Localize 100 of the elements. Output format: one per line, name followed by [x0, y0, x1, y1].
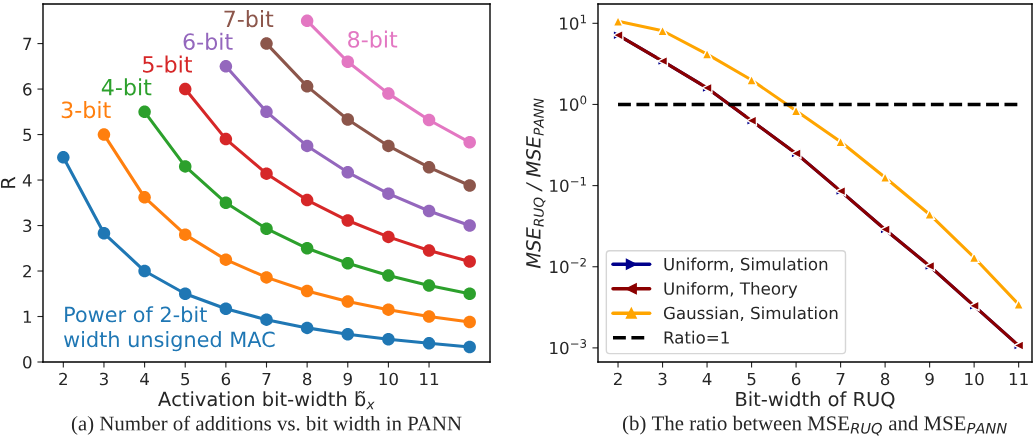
y-tick-label: 0: [23, 355, 32, 369]
x-tick-label: 11: [1009, 372, 1028, 386]
x-tick-label: 2: [59, 372, 67, 386]
point: [463, 219, 476, 232]
legend-label: Ratio=1: [664, 330, 729, 344]
point: [463, 255, 476, 268]
point: [97, 227, 111, 240]
point: [57, 151, 70, 164]
x-tick-label: 8: [302, 372, 312, 386]
point: [422, 279, 436, 292]
legend-label: Uniform, Theory: [664, 281, 798, 299]
y-tick-label: 3: [23, 219, 32, 233]
point: [300, 139, 314, 153]
point: [300, 321, 314, 335]
point: [178, 82, 192, 96]
point: [382, 333, 395, 346]
point: [463, 315, 476, 329]
series-label: 6-bit: [183, 32, 233, 51]
point: [178, 160, 192, 173]
point: [341, 328, 355, 341]
point: [341, 295, 355, 308]
point: [422, 244, 436, 257]
x-axis-title: Bit-width of RUQ: [736, 391, 895, 409]
x-tick-label: 5: [181, 372, 190, 386]
point: [138, 191, 151, 204]
series-label: 5-bit: [143, 55, 192, 73]
point: [138, 264, 151, 278]
point: [300, 284, 314, 298]
point: [219, 302, 233, 316]
point: [382, 87, 395, 100]
legend-label: Uniform, Simulation: [664, 257, 828, 273]
point: [178, 228, 192, 241]
x-tick-label: 6: [791, 372, 801, 386]
point: [341, 55, 355, 69]
x-tick-label: 7: [262, 372, 271, 386]
text: (a) Number of additions vs. bit width in PANN: [71, 415, 462, 435]
point: [300, 14, 314, 28]
point: [341, 214, 355, 227]
x-tick-label: 9: [343, 372, 352, 386]
point: [219, 132, 233, 146]
y-axis-title: R: [0, 176, 16, 188]
point: [422, 113, 436, 127]
y-tick-label: 5: [23, 128, 32, 142]
series-label: 4-bit: [101, 78, 152, 96]
point: [422, 310, 436, 323]
point: [463, 287, 476, 301]
point: [260, 313, 273, 326]
point: [422, 161, 436, 174]
point: [300, 242, 314, 255]
series-label: 7-bit: [224, 10, 274, 28]
x-tick-label: 10: [379, 372, 398, 386]
point: [341, 166, 355, 179]
x-tick-label: 5: [747, 372, 756, 386]
x-tick-label: 4: [140, 372, 149, 386]
y-tick-label: 4: [22, 174, 32, 187]
series-label: 3-bit: [61, 101, 111, 119]
point: [260, 167, 273, 180]
y-tick-label: 1: [23, 310, 32, 323]
x-tick-label: 6: [221, 372, 231, 386]
y-tick-label: 10$^{−3}$: [550, 339, 587, 355]
y-tick-label: 10$^{−2}$: [550, 257, 586, 274]
y-tick-label: 2: [23, 264, 31, 278]
series-label: 8-bit: [348, 30, 398, 48]
point: [382, 303, 395, 316]
point: [219, 253, 233, 266]
point: [260, 222, 273, 235]
point: [463, 340, 476, 354]
text: (b) The ratio between MSE$_{RUQ}$ and MSE$_{PANN}$: [623, 415, 1007, 436]
x-tick-label: 9: [925, 372, 934, 386]
point: [382, 269, 395, 282]
point: [382, 187, 395, 200]
point: [463, 136, 476, 149]
y-tick-label: 6: [23, 83, 32, 96]
point: [260, 271, 273, 284]
y-tick-label: 10$^{−1}$: [550, 176, 586, 193]
point: [219, 196, 233, 210]
point: [341, 113, 355, 126]
point: [422, 204, 436, 218]
x-tick-label: 2: [613, 372, 622, 386]
x-tick-label: 4: [702, 372, 712, 386]
point: [219, 60, 233, 73]
point: [138, 105, 151, 119]
point: [382, 230, 395, 244]
point: [422, 337, 436, 350]
point: [97, 128, 111, 141]
point: [260, 37, 273, 50]
x-tick-label: 11: [420, 372, 439, 386]
point: [300, 193, 314, 207]
point: [341, 257, 355, 270]
x-tick-label: 3: [658, 372, 667, 386]
point: [260, 105, 273, 119]
y-tick-label: 10$^{1}$: [560, 14, 586, 30]
point: [300, 80, 314, 93]
point: [178, 287, 192, 301]
point: [463, 179, 476, 192]
x-tick-label: 10: [965, 372, 984, 386]
y-tick-label: 7: [23, 37, 32, 50]
y-tick-label: 10$^{0}$: [560, 95, 587, 111]
legend-label: Gaussian, Simulation: [663, 306, 838, 322]
x-tick-label: 3: [99, 372, 108, 386]
